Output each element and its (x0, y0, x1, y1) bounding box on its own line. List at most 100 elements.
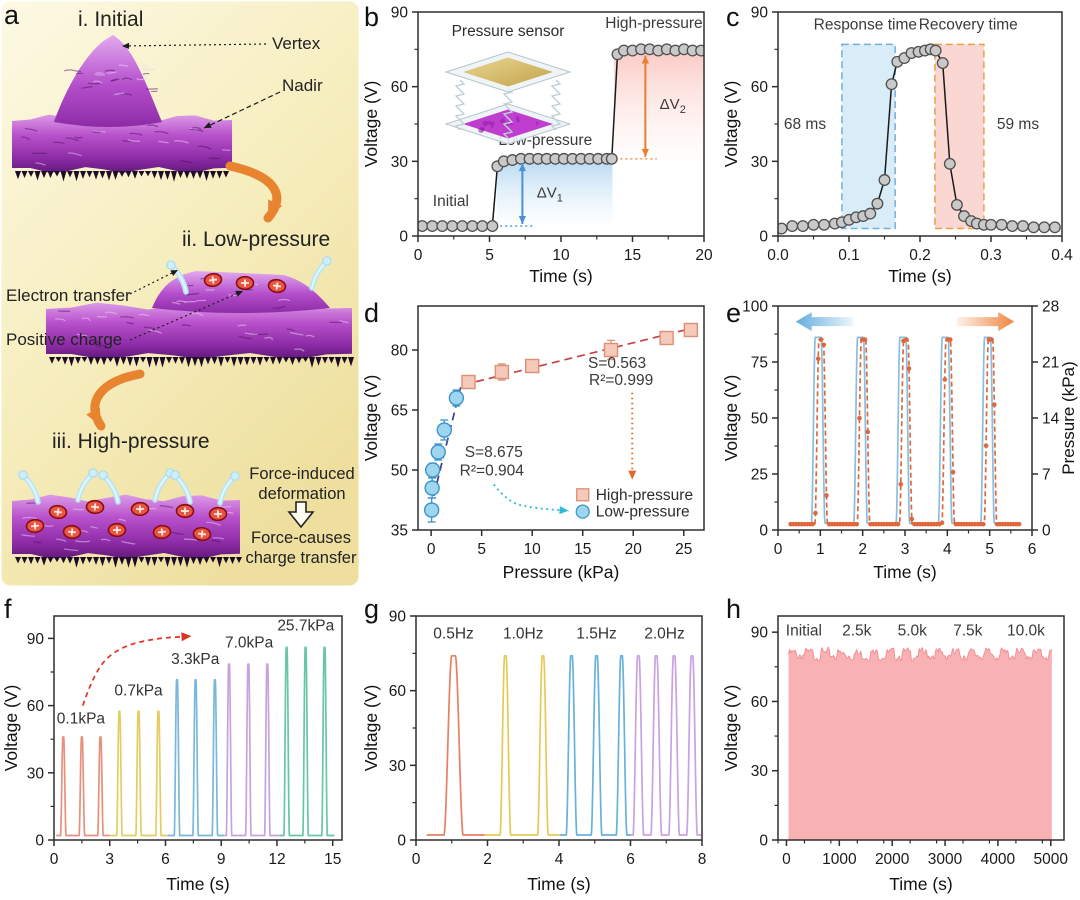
svg-text:0.7kPa: 0.7kPa (114, 683, 163, 700)
svg-text:3.3kPa: 3.3kPa (171, 651, 220, 668)
force-deformation-text: Force-induced deformation (249, 465, 355, 503)
svg-text:Time (s): Time (s) (889, 874, 953, 894)
svg-text:3000: 3000 (928, 851, 963, 868)
svg-text:Voltage (V): Voltage (V) (1, 685, 21, 772)
svg-text:5.0k: 5.0k (898, 623, 928, 640)
nadir-callout: Nadir (282, 76, 323, 95)
svg-text:90: 90 (751, 625, 769, 642)
svg-text:4: 4 (555, 851, 564, 868)
data-markers (418, 43, 704, 232)
panel-c-chart: Response time Recovery time 68 ms 59 ms 0.0 0… (720, 0, 1080, 297)
panel-letter-b: b (364, 2, 380, 32)
svg-text:6: 6 (1028, 541, 1037, 558)
svg-text:15: 15 (624, 247, 641, 264)
svg-text:30: 30 (27, 765, 45, 782)
svg-text:5: 5 (985, 541, 994, 558)
electron-wisp-icon (170, 470, 193, 505)
force-down-arrow-icon (287, 501, 315, 529)
positive-charge-icon (192, 526, 212, 542)
panel-letter-c: c (726, 2, 740, 32)
svg-text:Time (s): Time (s) (888, 266, 952, 286)
panel-b-chart: ΔV1 ΔV2 Initial Low-pressure High-pressure Pr… (360, 0, 720, 297)
svg-text:75: 75 (751, 355, 768, 372)
svg-text:25.7kPa: 25.7kPa (277, 618, 334, 635)
svg-text:0: 0 (1042, 523, 1051, 540)
svg-text:1.5Hz: 1.5Hz (576, 625, 617, 642)
vertex-callout: Vertex (272, 34, 321, 53)
series-high-pressure (461, 322, 699, 390)
force-charge-transfer-text: Force-causes charge transfer (245, 529, 357, 567)
svg-text:15: 15 (324, 851, 341, 868)
panel-a-illustration: i. Initial Vertex Nadir ii. Low-pressure… (0, 0, 360, 588)
svg-text:35: 35 (391, 523, 408, 540)
positive-charge-icon (48, 504, 68, 520)
positive-charge-icon (85, 499, 105, 515)
svg-text:30: 30 (751, 154, 769, 171)
svg-text:15: 15 (574, 541, 591, 558)
svg-text:2: 2 (483, 851, 492, 868)
svg-text:0: 0 (412, 851, 421, 868)
panel-g-chart: 0.5Hz 1.0Hz 1.5Hz 2.0Hz 0 2 4 6 8 0 30 60 90 Time (s)… (360, 588, 720, 900)
svg-text:1: 1 (816, 541, 825, 558)
plot-area (56, 632, 335, 837)
svg-text:Voltage (V): Voltage (V) (721, 685, 741, 772)
svg-text:1.0Hz: 1.0Hz (503, 625, 544, 642)
svg-text:Voltage (V): Voltage (V) (361, 375, 381, 462)
svg-text:Response time: Response time (814, 16, 917, 33)
positive-charge-icon (267, 278, 287, 294)
svg-text:7.0kPa: 7.0kPa (225, 634, 274, 651)
plot-area (423, 322, 699, 523)
positive-charge-icon (175, 503, 195, 519)
plot-area (418, 43, 704, 232)
svg-text:0.1kPa: 0.1kPa (57, 711, 106, 728)
svg-text:0: 0 (759, 523, 768, 540)
svg-text:10: 10 (524, 541, 542, 558)
plot-area (778, 43, 1061, 235)
svg-text:Voltage (V): Voltage (V) (361, 81, 381, 168)
series-low-pressure (423, 389, 465, 523)
svg-text:Recovery time: Recovery time (919, 16, 1018, 33)
svg-text:25: 25 (751, 467, 768, 484)
svg-text:2.0Hz: 2.0Hz (644, 625, 685, 642)
axis-ticks: 0 5 10 15 20 25 35 50 65 80 (391, 343, 693, 559)
svg-text:60: 60 (27, 698, 45, 715)
svg-text:Voltage (V): Voltage (V) (721, 81, 741, 168)
svg-text:10: 10 (552, 247, 570, 264)
plot-area (426, 654, 702, 836)
svg-text:10.0k: 10.0k (1007, 623, 1045, 640)
svg-text:3: 3 (105, 851, 114, 868)
svg-text:0.5Hz: 0.5Hz (433, 625, 474, 642)
stage-initial-title: i. Initial (78, 8, 144, 31)
axis-ticks: 0 1000 2000 3000 4000 5000 0 30 60 90 (751, 625, 1069, 868)
panel-h-chart: Initial 2.5k 5.0k 7.5k 10.0k 0 1000 2000 3000 400… (720, 588, 1080, 900)
electron-wisp-icon (166, 260, 189, 295)
svg-text:S=0.563: S=0.563 (588, 355, 646, 372)
svg-text:High-pressure: High-pressure (596, 487, 693, 504)
svg-text:90: 90 (751, 5, 769, 22)
svg-text:2000: 2000 (875, 851, 910, 868)
svg-text:Time (s): Time (s) (527, 874, 591, 894)
svg-text:0: 0 (414, 247, 423, 264)
svg-text:4000: 4000 (981, 851, 1016, 868)
axes-frame (53, 615, 343, 841)
svg-text:5: 5 (477, 541, 486, 558)
svg-text:0.1: 0.1 (838, 247, 860, 264)
svg-text:S=8.675: S=8.675 (465, 444, 523, 461)
axis-ticks: 0 5 10 15 20 0 30 60 90 (391, 5, 713, 265)
svg-text:5: 5 (485, 247, 494, 264)
svg-text:7.5k: 7.5k (953, 623, 983, 640)
panel-letter-d: d (364, 298, 380, 328)
svg-text:Pressure (kPa): Pressure (kPa) (1059, 361, 1078, 474)
svg-text:20: 20 (625, 541, 643, 558)
svg-text:3: 3 (901, 541, 910, 558)
svg-text:R²=0.999: R²=0.999 (589, 372, 653, 389)
svg-text:Voltage (V): Voltage (V) (361, 685, 381, 772)
chart-h-svg: Initial 2.5k 5.0k 7.5k 10.0k 0 1000 2000 3000 400… (721, 615, 1069, 894)
microstructure-art (1, 1, 359, 586)
svg-text:0: 0 (782, 851, 791, 868)
panel-d-chart: S=0.563 R²=0.999 S=8.675 R²=0.904 High-press… (360, 292, 720, 593)
svg-text:0: 0 (35, 833, 44, 850)
